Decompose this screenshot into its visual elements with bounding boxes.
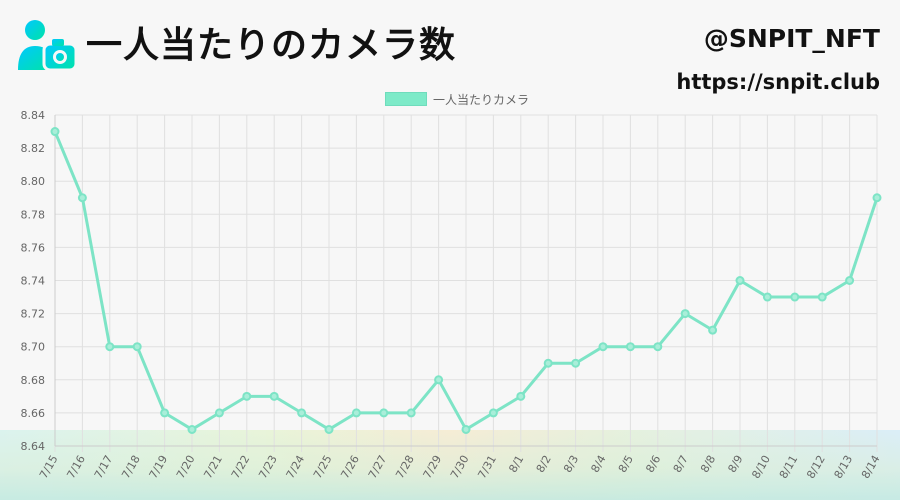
legend-label: 一人当たりカメラ (433, 92, 530, 107)
y-tick-label: 8.82 (21, 142, 46, 155)
x-tick-label: 8/12 (804, 453, 828, 481)
chart-axes: 8.64 8.66 8.68 8.70 8.72 8.74 8.76 8.78 8.80 8.82… (21, 109, 883, 481)
x-tick-label: 8/7 (671, 453, 691, 475)
data-point[interactable] (297, 408, 307, 418)
data-point[interactable] (488, 408, 498, 418)
chart-series (50, 127, 882, 434)
y-tick-label: 8.72 (21, 308, 46, 321)
x-tick-label: 8/4 (588, 453, 608, 475)
data-point[interactable] (461, 424, 471, 434)
data-point[interactable] (845, 276, 855, 285)
x-tick-label: 8/10 (749, 453, 773, 481)
data-point[interactable] (571, 358, 581, 368)
y-tick-label: 8.68 (21, 374, 46, 387)
chart-grid (54, 114, 878, 452)
data-point[interactable] (762, 292, 772, 302)
data-point[interactable] (653, 342, 663, 352)
data-point[interactable] (77, 193, 87, 203)
x-tick-label: 7/23 (256, 453, 280, 481)
x-tick-label: 7/22 (229, 453, 253, 481)
x-tick-label: 8/1 (506, 453, 526, 475)
x-tick-label: 8/8 (698, 453, 718, 475)
x-tick-label: 7/16 (64, 453, 88, 481)
x-tick-label: 7/15 (37, 453, 61, 481)
y-tick-label: 8.80 (21, 175, 46, 188)
data-point[interactable] (680, 309, 690, 319)
data-point[interactable] (790, 292, 800, 302)
x-tick-label: 7/25 (311, 453, 335, 481)
x-tick-label: 7/19 (147, 453, 171, 481)
x-tick-label: 8/11 (777, 453, 801, 481)
data-point[interactable] (516, 391, 526, 401)
x-tick-label: 7/29 (421, 453, 445, 481)
data-point[interactable] (214, 408, 224, 418)
x-tick-label: 7/28 (393, 453, 417, 481)
data-point[interactable] (132, 342, 142, 352)
y-tick-label: 8.84 (21, 109, 46, 122)
data-point[interactable] (379, 408, 389, 418)
brand-url: https://snpit.club (676, 70, 880, 94)
x-tick-label: 7/18 (119, 453, 143, 481)
data-point[interactable] (187, 424, 197, 434)
x-tick-label: 8/14 (859, 453, 883, 481)
brand-handle: @SNPIT_NFT (703, 24, 880, 53)
x-tick-label: 7/30 (448, 453, 472, 481)
data-point[interactable] (50, 127, 60, 137)
x-tick-label: 7/21 (201, 453, 225, 481)
data-point[interactable] (817, 292, 827, 302)
x-tick-label: 7/31 (475, 453, 499, 481)
x-tick-label: 7/24 (284, 453, 308, 481)
x-tick-label: 8/2 (534, 453, 554, 475)
data-point[interactable] (598, 342, 608, 352)
x-tick-label: 8/5 (616, 453, 636, 475)
x-tick-label: 7/17 (92, 453, 116, 481)
y-tick-label: 8.70 (21, 341, 46, 354)
y-tick-label: 8.74 (21, 275, 46, 288)
data-point[interactable] (269, 391, 279, 401)
data-point[interactable] (735, 276, 745, 285)
data-point[interactable] (105, 342, 115, 352)
y-tick-label: 8.64 (21, 440, 46, 453)
y-tick-label: 8.78 (21, 208, 46, 221)
y-tick-label: 8.66 (21, 407, 46, 420)
page-title: 一人当たりのカメラ数 (86, 25, 457, 66)
x-tick-label: 8/13 (832, 453, 856, 481)
x-tick-label: 8/6 (643, 453, 663, 475)
data-point[interactable] (625, 342, 635, 352)
data-point[interactable] (351, 408, 361, 418)
user-camera-icon (18, 20, 78, 72)
x-tick-label: 7/26 (338, 453, 362, 481)
x-tick-label: 8/9 (725, 453, 745, 475)
data-point[interactable] (324, 424, 334, 434)
y-tick-label: 8.76 (21, 241, 46, 254)
legend-swatch (385, 92, 427, 106)
x-tick-label: 7/27 (366, 453, 390, 481)
data-point[interactable] (708, 325, 718, 335)
data-point[interactable] (242, 391, 252, 401)
data-point[interactable] (872, 193, 882, 203)
data-point[interactable] (543, 358, 553, 368)
bottom-gradient-decoration (0, 430, 900, 500)
chart-legend[interactable]: 一人当たりカメラ (385, 90, 529, 108)
data-point[interactable] (434, 375, 444, 385)
data-point[interactable] (406, 408, 416, 418)
data-point[interactable] (160, 408, 170, 418)
x-tick-label: 7/20 (174, 453, 198, 481)
x-tick-label: 8/3 (561, 453, 581, 475)
